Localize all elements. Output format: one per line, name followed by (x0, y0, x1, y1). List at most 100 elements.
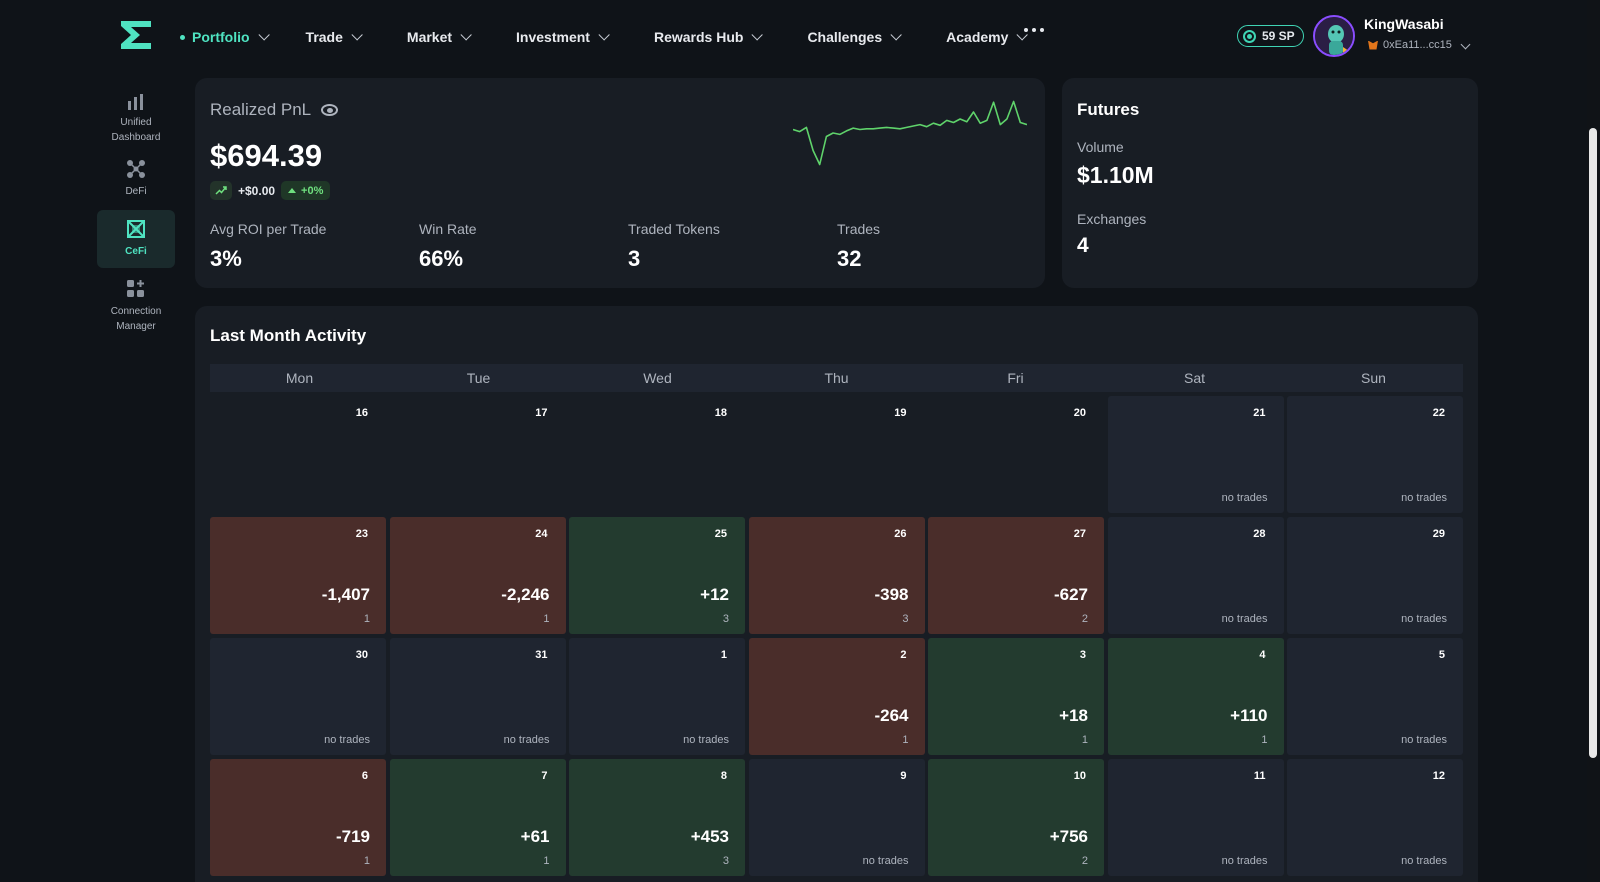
day-number: 19 (894, 407, 907, 419)
no-trades-label: no trades (1221, 492, 1268, 504)
chevron-down-icon (890, 29, 902, 41)
wallet-address[interactable]: 0xEa11...cc15 (1368, 39, 1452, 51)
eye-icon[interactable] (321, 104, 339, 116)
day-number: 1 (720, 649, 727, 661)
scrollbar-thumb[interactable] (1589, 128, 1597, 758)
no-trades-label: no trades (503, 734, 550, 746)
weekday-header: Mon Tue Wed Thu Fri Sat Sun (210, 364, 1463, 392)
day-number: 4 (1259, 649, 1266, 661)
calendar-day: 20 (928, 396, 1104, 513)
calendar-day[interactable]: 3 +18 1 (928, 638, 1104, 755)
day-number: 6 (361, 770, 368, 782)
weekday-label: Sun (1361, 370, 1386, 386)
no-trades-label: no trades (1401, 613, 1447, 625)
weekday-label: Thu (824, 370, 849, 386)
day-number: 3 (1079, 649, 1086, 661)
weekday-label: Mon (285, 370, 314, 386)
calendar-day[interactable]: 8 +453 3 (569, 759, 745, 876)
day-pnl: +18 (1059, 706, 1088, 725)
calendar-day[interactable]: 29 no trades (1287, 517, 1463, 634)
calendar-day[interactable]: 31 no trades (389, 638, 566, 755)
calendar-day[interactable]: 5 no trades (1287, 638, 1463, 755)
nav-item-challenges[interactable]: Challenges (807, 29, 902, 45)
nav-item-label: Rewards Hub (653, 29, 744, 45)
nav-item-portfolio[interactable]: Portfolio (180, 29, 270, 45)
calendar-day[interactable]: 21 no trades (1107, 396, 1284, 513)
nav-item-label: Challenges (807, 29, 883, 45)
day-trade-count: 3 (722, 613, 729, 625)
volume-value: $1.10M (1077, 162, 1154, 188)
no-trades-label: no trades (1221, 855, 1268, 867)
calendar-day[interactable]: 1 no trades (569, 638, 745, 755)
day-pnl: +61 (520, 827, 550, 846)
calendar-day[interactable]: 23 -1,407 1 (210, 517, 386, 634)
no-trades-label: no trades (683, 734, 729, 746)
username[interactable]: KingWasabi (1364, 16, 1444, 32)
day-number: 7 (541, 770, 548, 782)
day-number: 26 (894, 528, 907, 540)
nav-item-label: Trade (305, 29, 343, 45)
calendar-day[interactable]: 4 +110 1 (1107, 638, 1284, 755)
calendar-day[interactable]: 7 +61 1 (389, 759, 566, 876)
network-icon (127, 160, 145, 178)
calendar-day[interactable]: 22 no trades (1287, 396, 1463, 513)
day-number: 9 (900, 770, 907, 782)
day-pnl: +12 (700, 585, 729, 604)
day-number: 11 (1253, 770, 1266, 782)
chevron-down-icon[interactable] (1460, 39, 1471, 50)
calendar-day: 16 (210, 396, 386, 513)
sidebar-item-connection-manager[interactable]: Connection Manager (97, 270, 175, 342)
activity-title: Last Month Activity (210, 326, 367, 345)
day-pnl: -398 (874, 585, 909, 604)
nav-item-market[interactable]: Market (407, 29, 472, 45)
day-number: 10 (1073, 770, 1086, 782)
day-pnl: -1,407 (321, 585, 370, 604)
calendar-day[interactable]: 24 -2,246 1 (389, 517, 566, 634)
calendar-day[interactable]: 27 -627 2 (928, 517, 1104, 634)
day-number: 17 (535, 407, 548, 419)
sidebar-item-cefi[interactable]: CeFi (97, 210, 175, 268)
calendar-day[interactable]: 11 no trades (1107, 759, 1284, 876)
day-number: 23 (355, 528, 368, 540)
calendar-day[interactable]: 2 -264 1 (748, 638, 925, 755)
points-badge[interactable]: 59 SP (1237, 25, 1304, 47)
more-menu-icon[interactable] (1024, 28, 1044, 32)
sidebar-item-unified-dashboard[interactable]: Unified Dashboard (97, 90, 175, 148)
nav-item-trade[interactable]: Trade (305, 29, 363, 45)
nav-item-investment[interactable]: Investment (516, 29, 610, 45)
stat-traded-tokens: Traded Tokens 3 (628, 221, 720, 272)
nav-item-academy[interactable]: Academy (946, 29, 1029, 45)
pnl-change: +$0.00 +0% (210, 181, 331, 200)
calendar-day[interactable]: 25 +12 3 (569, 517, 745, 634)
calendar-day[interactable]: 30 no trades (210, 638, 386, 755)
nav-item-rewards-hub[interactable]: Rewards Hub (653, 29, 764, 45)
no-trades-label: no trades (1401, 855, 1447, 867)
calendar-day[interactable]: 28 no trades (1107, 517, 1284, 634)
top-navigation-bar: Portfolio Trade Market Investment Rewards Hu… (0, 0, 1600, 72)
no-trades-label: no trades (1221, 613, 1268, 625)
weekday-label: Wed (643, 370, 672, 386)
day-trade-count: 2 (1081, 613, 1088, 625)
weekday-label: Sat (1183, 370, 1205, 386)
volume-label: Volume (1077, 139, 1124, 155)
sigma-logo-icon[interactable] (118, 18, 154, 52)
day-pnl: +756 (1049, 827, 1088, 846)
calendar-day[interactable]: 12 no trades (1287, 759, 1463, 876)
calendar-day[interactable]: 10 +756 2 (928, 759, 1104, 876)
pnl-change-pct: +0% (301, 184, 324, 197)
realized-pnl-card: Realized PnL $694.39 +$0.00 +0% Avg ROI … (195, 78, 1045, 288)
day-number: 28 (1253, 528, 1266, 540)
pnl-sparkline (793, 100, 1027, 166)
calendar-day[interactable]: 6 -719 1 (210, 759, 386, 876)
sidebar-item-defi[interactable]: DeFi (97, 150, 175, 208)
day-pnl: -2,246 (501, 585, 550, 604)
pnl-change-value: +$0.00 (238, 183, 276, 198)
pnl-title-text: Realized PnL (210, 100, 312, 119)
stat-value: 3% (210, 246, 242, 271)
calendar-day[interactable]: 26 -398 3 (748, 517, 925, 634)
day-number: 2 (900, 649, 907, 661)
day-number: 21 (1253, 407, 1266, 419)
chevron-down-icon (351, 29, 363, 41)
calendar-day[interactable]: 9 no trades (748, 759, 925, 876)
avatar[interactable] (1313, 15, 1355, 57)
